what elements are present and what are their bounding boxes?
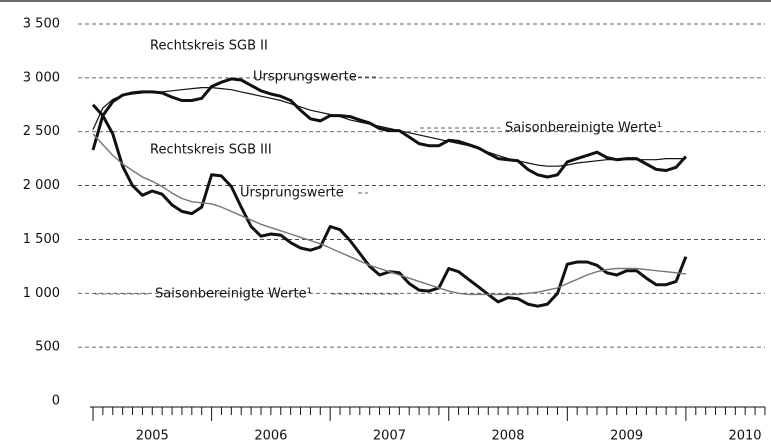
x-tick-label: 2005 [136, 429, 169, 444]
series-line [91, 77, 688, 179]
y-tick-label: 3 500 [23, 17, 60, 32]
annotation: Ursprungswerte [253, 70, 357, 85]
y-tick-label: 0 [52, 394, 60, 409]
series-line [92, 87, 686, 167]
annotation: Rechtskreis SGB III [150, 143, 272, 158]
y-tick-label: 2 000 [23, 178, 60, 193]
annotation: Ursprungswerte [240, 186, 344, 201]
y-tick-label: 1 000 [23, 286, 60, 301]
leaders [95, 76, 500, 295]
y-tick-label: 1 500 [23, 232, 60, 247]
annotation: Saisonbereinigte Werte¹ [505, 121, 662, 136]
x-tick-label: 2009 [610, 429, 643, 444]
x-tick-label: 2006 [254, 429, 287, 444]
annotation: Rechtskreis SGB II [150, 39, 268, 54]
series-line [92, 133, 686, 296]
x-tick-label: 2008 [491, 429, 524, 444]
y-tick-label: 500 [35, 340, 60, 355]
y-tick-label: 2 500 [23, 124, 60, 139]
x-tick-label: 2007 [373, 429, 406, 444]
x-tick-label: 2010 [728, 429, 761, 444]
annotation: Saisonbereinigte Werte¹ [155, 287, 312, 302]
y-tick-label: 3 000 [23, 70, 60, 85]
